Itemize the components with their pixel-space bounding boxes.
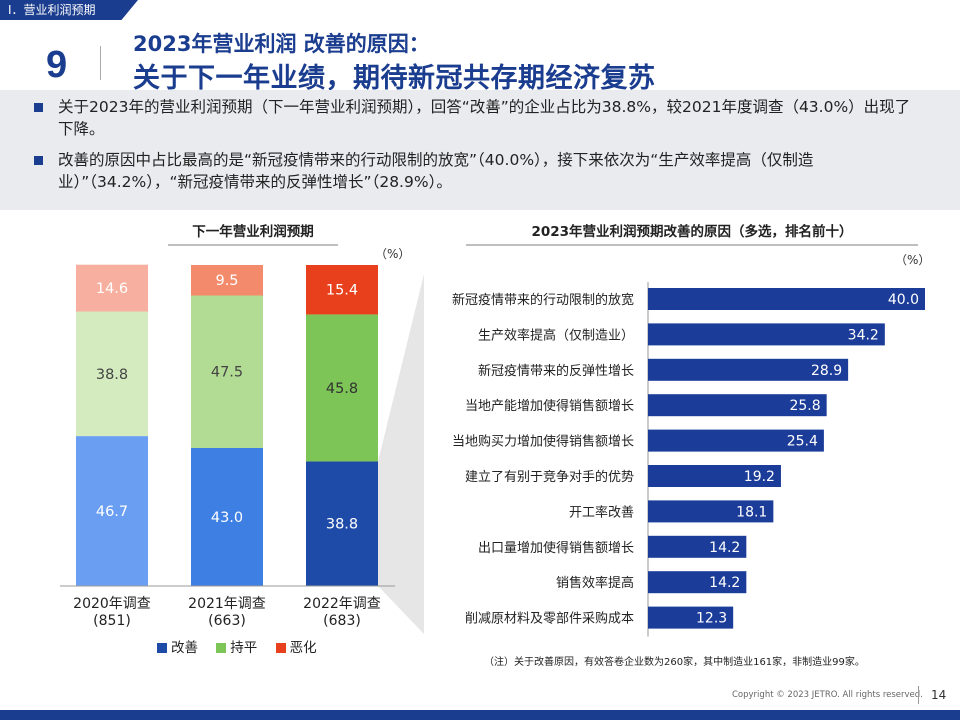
hbar-value: 18.1 — [736, 504, 767, 520]
bullet-square-icon — [34, 103, 43, 112]
hbar-value: 12.3 — [696, 611, 727, 627]
hbar-value: 14.2 — [709, 540, 740, 556]
hbar — [648, 394, 827, 417]
stacked-chart-unit: （%） — [375, 247, 411, 261]
hbar — [648, 606, 734, 629]
stacked-bar-value: 38.8 — [326, 517, 358, 533]
legend-label: 恶化 — [289, 640, 317, 656]
stacked-bar-segment — [306, 314, 378, 462]
summary-text-1: 关于2023年的营业利润预期（下一年营业利润预期），回答“改善”的企业占比为38… — [58, 98, 911, 138]
hbar — [648, 571, 747, 594]
hbar-value: 25.4 — [787, 434, 818, 450]
stacked-category-label: 2020年调查 — [73, 596, 151, 612]
legend-label: 持平 — [230, 640, 258, 656]
hbar-value: 14.2 — [709, 575, 740, 591]
stacked-category-count: (663) — [208, 613, 246, 629]
hbar — [648, 358, 849, 381]
hbar-value: 19.2 — [744, 469, 775, 485]
hbar-category-label: 当地产能增加使得销售额增长 — [465, 398, 634, 414]
summary-bullet-1: 关于2023年的营业利润预期（下一年营业利润预期），回答“改善”的企业占比为38… — [34, 96, 924, 140]
stacked-category-count: (683) — [323, 613, 361, 629]
hbar — [648, 429, 824, 452]
stacked-bar-value: 43.0 — [211, 510, 243, 526]
copyright: Copyright © 2023 JETRO. All rights reser… — [732, 690, 923, 700]
stacked-bar-value: 47.5 — [211, 365, 243, 381]
stacked-bar-segment — [76, 311, 148, 437]
hbar-category-label: 新冠疫情带来的反弹性增长 — [478, 363, 634, 379]
hbar-value: 34.2 — [848, 327, 879, 343]
stacked-bar-value: 45.8 — [326, 381, 358, 397]
legend-swatch — [157, 643, 167, 653]
legend-swatch — [216, 643, 227, 653]
stacked-bar-segment — [191, 295, 263, 448]
page-subtitle: 2023年营业利润 改善的原因： — [133, 32, 430, 56]
hbar-category-label: 开工率改善 — [569, 504, 634, 520]
hbar — [648, 500, 774, 523]
stacked-bar-segment — [76, 436, 148, 586]
hbar — [648, 323, 885, 346]
footnote: （注）关于改善原因，有效答卷企业数为260家，其中制造业161家，非制造业99家… — [484, 657, 865, 668]
bullet-square-icon — [34, 156, 43, 165]
bar-chart-unit: （%） — [895, 253, 931, 267]
stacked-bar-value: 15.4 — [326, 283, 358, 299]
legend-item-worse: 恶化 — [275, 640, 317, 656]
stacked-bar-value: 14.6 — [96, 281, 128, 297]
section-tag: Ⅰ．营业利润预期 — [0, 0, 138, 20]
legend-label: 改善 — [171, 640, 198, 656]
summary-box — [0, 90, 960, 210]
footer-page-number: 14 — [931, 688, 947, 702]
stacked-chart-legend: 改善 持平 恶化 — [157, 636, 331, 656]
hbar-value: 28.9 — [811, 363, 842, 379]
hbar-category-label: 出口量增加使得销售额增长 — [478, 540, 634, 556]
hbar-category-label: 削减原材料及零部件采购成本 — [465, 611, 634, 627]
stacked-chart-title: 下一年营业利润预期 — [168, 220, 338, 246]
stacked-bar-segment — [306, 265, 378, 315]
stacked-category-count: (851) — [93, 613, 131, 629]
summary-text-2: 改善的原因中占比最高的是“新冠疫情带来的行动限制的放宽”（40.0%），接下来依… — [58, 151, 814, 191]
legend-item-improve: 改善 — [157, 640, 198, 656]
footer-divider — [918, 686, 919, 704]
hbar-category-label: 建立了有别于竞争对手的优势 — [465, 469, 634, 485]
page-number: 9 — [46, 44, 68, 86]
hbar — [648, 535, 747, 558]
stacked-bar-value: 9.5 — [215, 273, 238, 289]
stacked-bar-value: 38.8 — [96, 367, 128, 383]
hbar-category-label: 当地购买力增加使得销售额增长 — [452, 434, 634, 450]
stacked-bar-segment — [76, 264, 148, 312]
stacked-bar-segment — [191, 265, 263, 296]
hbar-category-label: 新冠疫情带来的行动限制的放宽 — [452, 292, 634, 308]
legend-swatch — [275, 643, 286, 653]
page-title: 关于下一年业绩，期待新冠共存期经济复苏 — [133, 63, 656, 94]
stacked-bar-segment — [191, 447, 263, 586]
hbar — [648, 288, 925, 310]
summary-bullet-2: 改善的原因中占比最高的是“新冠疫情带来的行动限制的放宽”（40.0%），接下来依… — [34, 149, 924, 193]
connector-band — [378, 274, 424, 634]
title-divider — [100, 46, 101, 80]
hbar-value: 40.0 — [888, 292, 919, 308]
stacked-bar-value: 46.7 — [96, 504, 128, 520]
hbar-category-label: 生产效率提高（仅制造业） — [478, 327, 634, 343]
hbar-category-label: 销售效率提高 — [556, 575, 634, 591]
stacked-category-label: 2021年调查 — [188, 596, 266, 612]
hbar — [648, 465, 781, 487]
stacked-category-label: 2022年调查 — [303, 596, 381, 612]
legend-item-flat: 持平 — [216, 640, 257, 656]
bar-chart-title: 2023年营业利润预期改善的原因（多选，排名前十） — [466, 220, 918, 246]
stacked-bar-segment — [306, 461, 378, 586]
hbar-value: 25.8 — [789, 398, 820, 414]
bottom-band — [0, 710, 960, 720]
